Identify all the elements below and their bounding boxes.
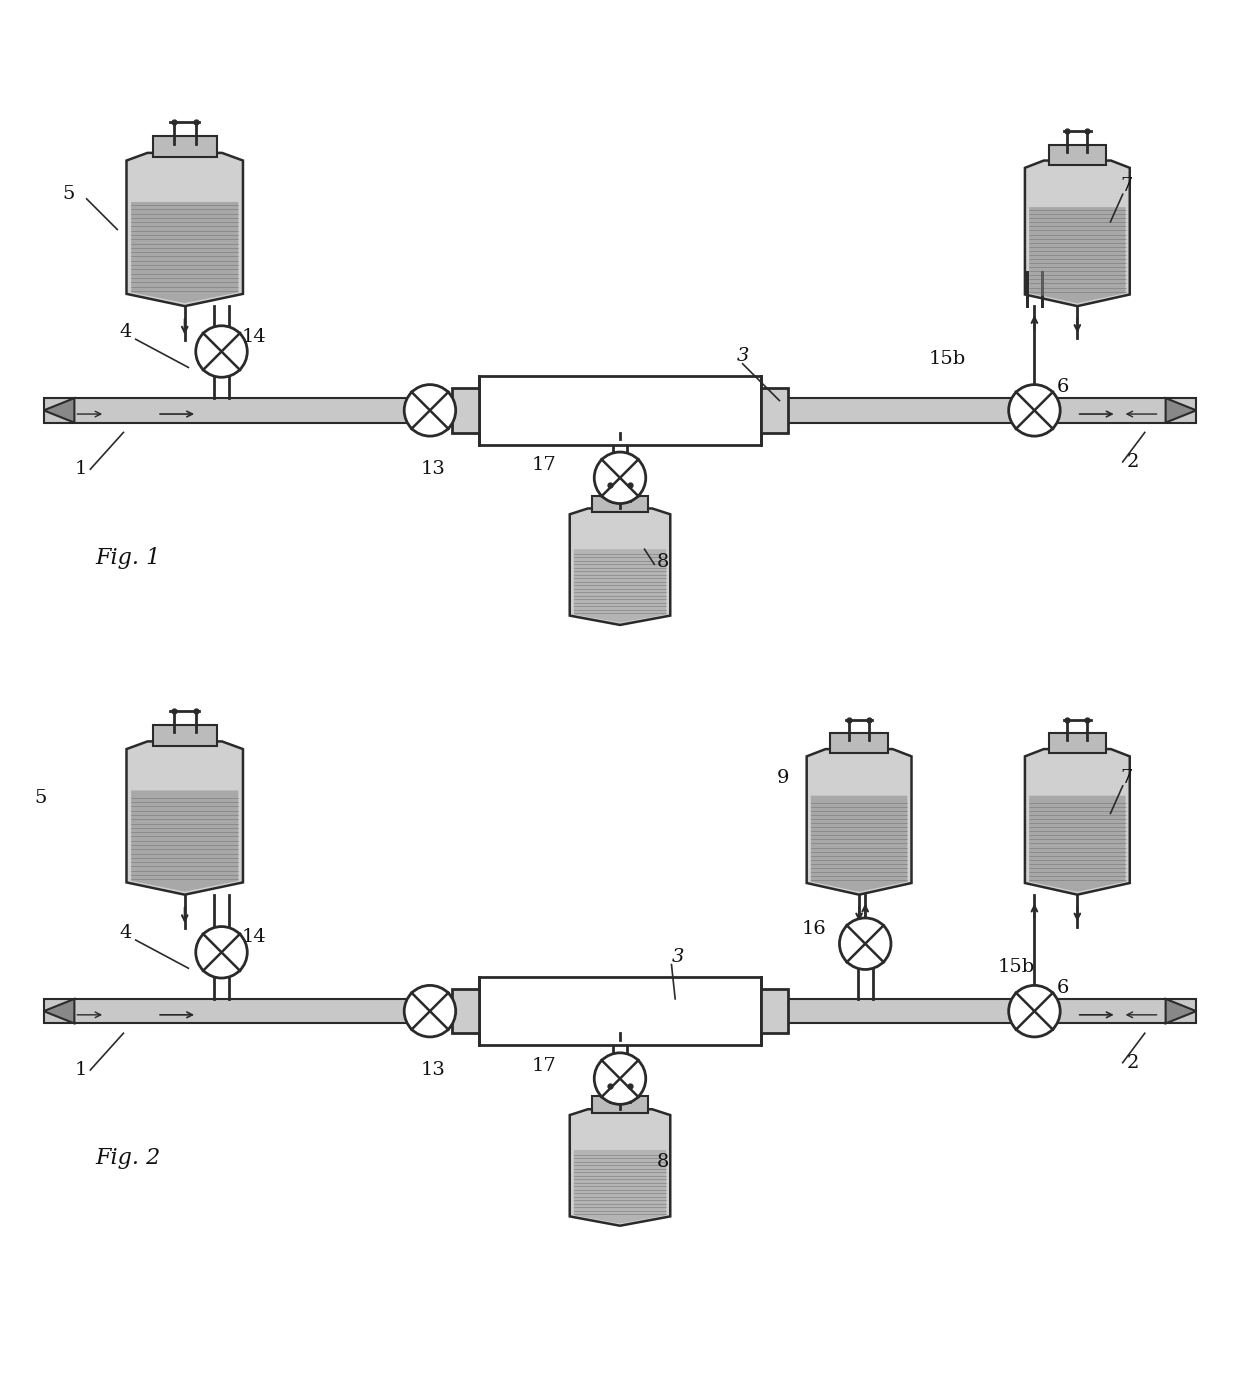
- Bar: [593, 496, 647, 511]
- Polygon shape: [1029, 796, 1126, 891]
- Circle shape: [1008, 384, 1060, 436]
- Bar: [831, 733, 888, 753]
- Polygon shape: [807, 749, 911, 894]
- Bar: [153, 136, 217, 158]
- Bar: [453, 989, 479, 1034]
- Polygon shape: [126, 152, 243, 306]
- Text: 14: 14: [241, 328, 265, 345]
- Text: 17: 17: [532, 1058, 557, 1076]
- Text: 3: 3: [672, 949, 684, 967]
- Bar: [479, 376, 761, 444]
- Text: 2: 2: [1126, 453, 1138, 471]
- Text: 4: 4: [120, 923, 133, 942]
- Text: 1: 1: [74, 1060, 87, 1078]
- Bar: [1049, 144, 1106, 165]
- Bar: [761, 989, 787, 1034]
- Polygon shape: [1166, 999, 1197, 1024]
- Bar: [453, 388, 479, 433]
- Polygon shape: [569, 1109, 671, 1225]
- Polygon shape: [131, 203, 238, 303]
- Text: 17: 17: [532, 457, 557, 475]
- Bar: [593, 1097, 647, 1113]
- Text: 14: 14: [241, 929, 265, 947]
- Polygon shape: [1029, 207, 1126, 303]
- Text: 4: 4: [120, 323, 133, 341]
- Bar: [479, 977, 761, 1045]
- Circle shape: [594, 453, 646, 503]
- Polygon shape: [126, 742, 243, 894]
- Text: 9: 9: [777, 768, 790, 787]
- Text: 8: 8: [657, 553, 670, 571]
- Text: 1: 1: [74, 460, 87, 478]
- Circle shape: [404, 985, 456, 1037]
- Circle shape: [1008, 985, 1060, 1037]
- Bar: [787, 999, 1197, 1024]
- Bar: [1049, 733, 1106, 753]
- Text: 13: 13: [420, 460, 445, 478]
- Polygon shape: [569, 509, 671, 624]
- Text: 2: 2: [1126, 1053, 1138, 1071]
- Polygon shape: [1166, 398, 1197, 423]
- Text: 5: 5: [62, 184, 74, 203]
- Text: 15b: 15b: [929, 349, 966, 367]
- Text: 13: 13: [420, 1060, 445, 1078]
- Text: 3: 3: [737, 348, 749, 366]
- Polygon shape: [43, 999, 74, 1024]
- Text: 15b: 15b: [998, 958, 1035, 977]
- Bar: [43, 398, 453, 423]
- Text: 5: 5: [33, 789, 46, 806]
- Polygon shape: [574, 549, 666, 623]
- Text: 16: 16: [801, 919, 826, 937]
- Polygon shape: [43, 398, 74, 423]
- Polygon shape: [1025, 749, 1130, 894]
- Polygon shape: [574, 1150, 666, 1224]
- Bar: [761, 388, 787, 433]
- Text: 7: 7: [1120, 177, 1132, 196]
- Circle shape: [404, 384, 456, 436]
- Text: 6: 6: [1056, 979, 1069, 997]
- Polygon shape: [811, 796, 908, 891]
- Text: Fig. 2: Fig. 2: [95, 1147, 160, 1169]
- Text: 6: 6: [1056, 379, 1069, 395]
- Bar: [153, 725, 217, 746]
- Circle shape: [839, 918, 892, 970]
- Circle shape: [594, 1053, 646, 1105]
- Bar: [43, 999, 453, 1024]
- Text: 7: 7: [1120, 768, 1132, 787]
- Bar: [787, 398, 1197, 423]
- Polygon shape: [1025, 161, 1130, 306]
- Polygon shape: [131, 791, 238, 891]
- Text: Fig. 1: Fig. 1: [95, 546, 160, 569]
- Circle shape: [196, 326, 247, 377]
- Text: 8: 8: [657, 1154, 670, 1172]
- Circle shape: [196, 926, 247, 978]
